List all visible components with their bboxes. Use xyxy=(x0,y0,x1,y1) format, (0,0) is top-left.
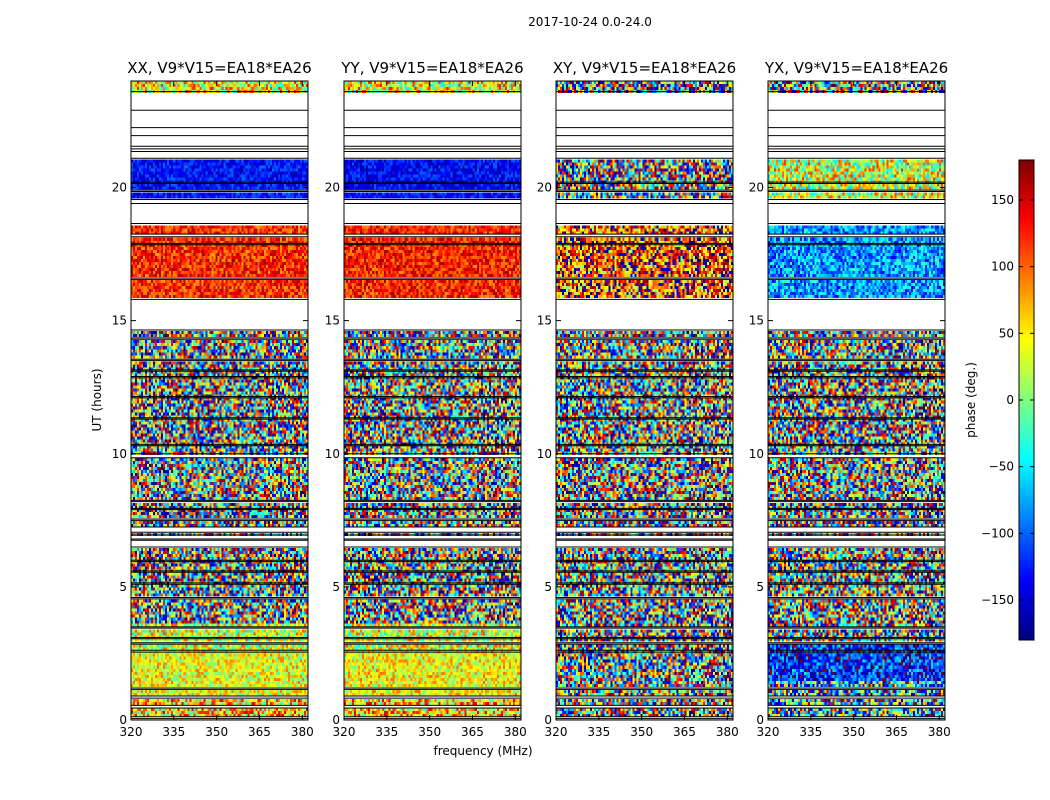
x-tick-label: 335 xyxy=(375,725,398,739)
x-tick-label: 350 xyxy=(630,725,653,739)
colorbar-tick-label: 50 xyxy=(999,326,1014,340)
x-tick-label: 320 xyxy=(757,725,780,739)
y-tick-label: 15 xyxy=(112,314,127,328)
x-tick-label: 335 xyxy=(162,725,185,739)
panel-title: YY, V9*V15=EA18*EA26 xyxy=(340,59,523,77)
colorbar-label: phase (deg.) xyxy=(964,362,978,438)
x-tick-label: 380 xyxy=(928,725,951,739)
x-tick-label: 380 xyxy=(291,725,314,739)
axes-frame xyxy=(555,80,734,721)
colorbar-tick-label: 0 xyxy=(1006,393,1014,407)
y-tick-label: 15 xyxy=(325,314,340,328)
y-tick-label: 10 xyxy=(112,447,127,461)
y-tick-label: 15 xyxy=(537,314,552,328)
y-tick-label: 20 xyxy=(325,181,340,195)
x-tick-label: 320 xyxy=(333,725,356,739)
axes-frame xyxy=(343,80,522,721)
phase-heatmap xyxy=(556,81,733,720)
y-tick-label: 5 xyxy=(119,580,127,594)
phase-heatmap xyxy=(131,81,308,720)
y-tick-label: 0 xyxy=(119,713,127,727)
x-tick-label: 365 xyxy=(461,725,484,739)
axes-frame xyxy=(767,80,946,721)
y-tick-label: 10 xyxy=(537,447,552,461)
figure-title: 2017-10-24 0.0-24.0 xyxy=(528,15,652,29)
y-tick-label: 0 xyxy=(544,713,552,727)
y-tick-label: 0 xyxy=(756,713,764,727)
y-tick-label: 10 xyxy=(749,447,764,461)
x-tick-label: 320 xyxy=(545,725,568,739)
panel-title: XX, V9*V15=EA18*EA26 xyxy=(127,59,311,77)
y-tick-label: 5 xyxy=(544,580,552,594)
y-tick-label: 5 xyxy=(332,580,340,594)
phase-heatmap xyxy=(768,81,945,720)
colorbar-tick-label: 150 xyxy=(991,193,1014,207)
colorbar-tick-label: −100 xyxy=(981,526,1014,540)
phase-heatmap xyxy=(344,81,521,720)
colorbar-tick-label: 100 xyxy=(991,260,1014,274)
x-tick-label: 335 xyxy=(799,725,822,739)
panel-3: YX, V9*V15=EA18*EA26 320 335 350 365 380 0 5 10 1… xyxy=(749,59,951,739)
y-tick-label: 20 xyxy=(749,181,764,195)
x-tick-label: 350 xyxy=(205,725,228,739)
x-tick-label: 350 xyxy=(418,725,441,739)
x-tick-label: 335 xyxy=(587,725,610,739)
x-axis-label: frequency (MHz) xyxy=(433,744,532,758)
x-tick-label: 380 xyxy=(504,725,527,739)
x-tick-label: 365 xyxy=(673,725,696,739)
panels: XX, V9*V15=EA18*EA26 320 335 350 365 380 0 5 10 1… xyxy=(112,59,951,739)
axes-frame xyxy=(130,80,309,721)
y-tick-label: 20 xyxy=(112,181,127,195)
x-tick-label: 350 xyxy=(842,725,865,739)
y-axis-label: UT (hours) xyxy=(90,368,104,431)
panel-1: YY, V9*V15=EA18*EA26 320 335 350 365 380 0 5 10 1… xyxy=(325,59,527,739)
colorbar-tick-label: −50 xyxy=(989,460,1014,474)
y-tick-label: 15 xyxy=(749,314,764,328)
panel-title: YX, V9*V15=EA18*EA26 xyxy=(764,59,948,77)
y-tick-label: 0 xyxy=(332,713,340,727)
x-tick-label: 365 xyxy=(248,725,271,739)
panel-0: XX, V9*V15=EA18*EA26 320 335 350 365 380 0 5 10 1… xyxy=(112,59,314,739)
x-tick-label: 365 xyxy=(885,725,908,739)
panel-2: XY, V9*V15=EA18*EA26 320 335 350 365 380 0 5 10 1… xyxy=(537,59,739,739)
panel-title: XY, V9*V15=EA18*EA26 xyxy=(553,59,736,77)
y-tick-label: 5 xyxy=(756,580,764,594)
colorbar-tick-label: −150 xyxy=(981,593,1014,607)
y-tick-label: 10 xyxy=(325,447,340,461)
x-tick-label: 320 xyxy=(120,725,143,739)
y-tick-label: 20 xyxy=(537,181,552,195)
colorbar: 150 100 50 0 −50 −100 −150 xyxy=(981,159,1035,641)
x-tick-label: 380 xyxy=(716,725,739,739)
